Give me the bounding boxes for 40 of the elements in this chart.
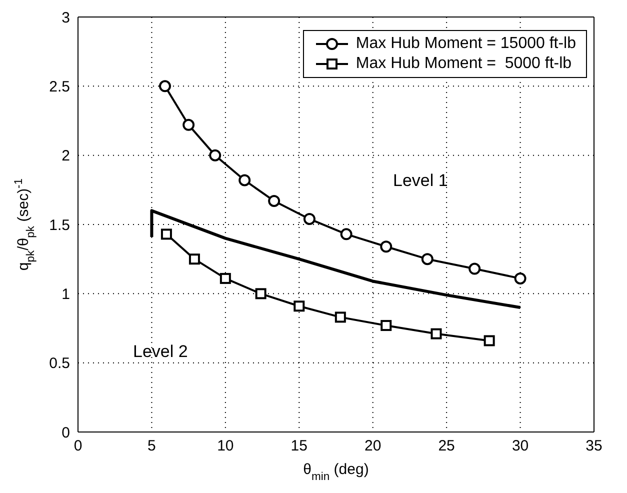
x-tick-label: 5 [148, 438, 156, 455]
x-axis-title: θ$_{min}$ (deg) [303, 461, 369, 483]
point [468, 262, 481, 275]
point [514, 272, 526, 284]
point [430, 328, 442, 340]
annotation: Level 1 [393, 171, 448, 191]
y-tick-label: 2.5 [49, 78, 70, 96]
x-tick-label: 20 [364, 438, 382, 455]
annotation: Level 2 [133, 342, 188, 362]
point [380, 320, 392, 331]
x-tick-label: 35 [586, 438, 602, 455]
point [182, 118, 195, 131]
point [188, 254, 200, 265]
point [255, 288, 266, 300]
point [303, 212, 316, 225]
legend-label: Max Hub Moment = 5000 ft-lb [356, 54, 572, 74]
point [238, 174, 251, 186]
point [268, 194, 280, 207]
x-tick-label: 0 [74, 438, 82, 455]
y-tick-label: 2 [62, 148, 70, 165]
y-tick-label: 3 [62, 9, 70, 26]
y-tick-label: 1.5 [49, 216, 70, 234]
point [160, 228, 172, 240]
point [484, 335, 495, 346]
point [340, 228, 352, 240]
y-tick-label: 0.5 [49, 355, 70, 372]
y-tick-label: 0 [62, 424, 70, 442]
x-tick-label: 30 [512, 438, 529, 455]
point [158, 80, 171, 92]
point [334, 312, 346, 323]
x-tick-label: 10 [217, 438, 234, 455]
point [421, 253, 434, 266]
point [209, 149, 222, 162]
x-tick-label: 15 [290, 438, 308, 455]
x-tick-label: 25 [438, 438, 455, 455]
point [380, 240, 392, 253]
point [220, 272, 231, 284]
y-tick-label: 1 [62, 286, 70, 303]
legend-label: Max Hub Moment = 15000 ft-lb [356, 34, 576, 54]
point [294, 300, 305, 312]
